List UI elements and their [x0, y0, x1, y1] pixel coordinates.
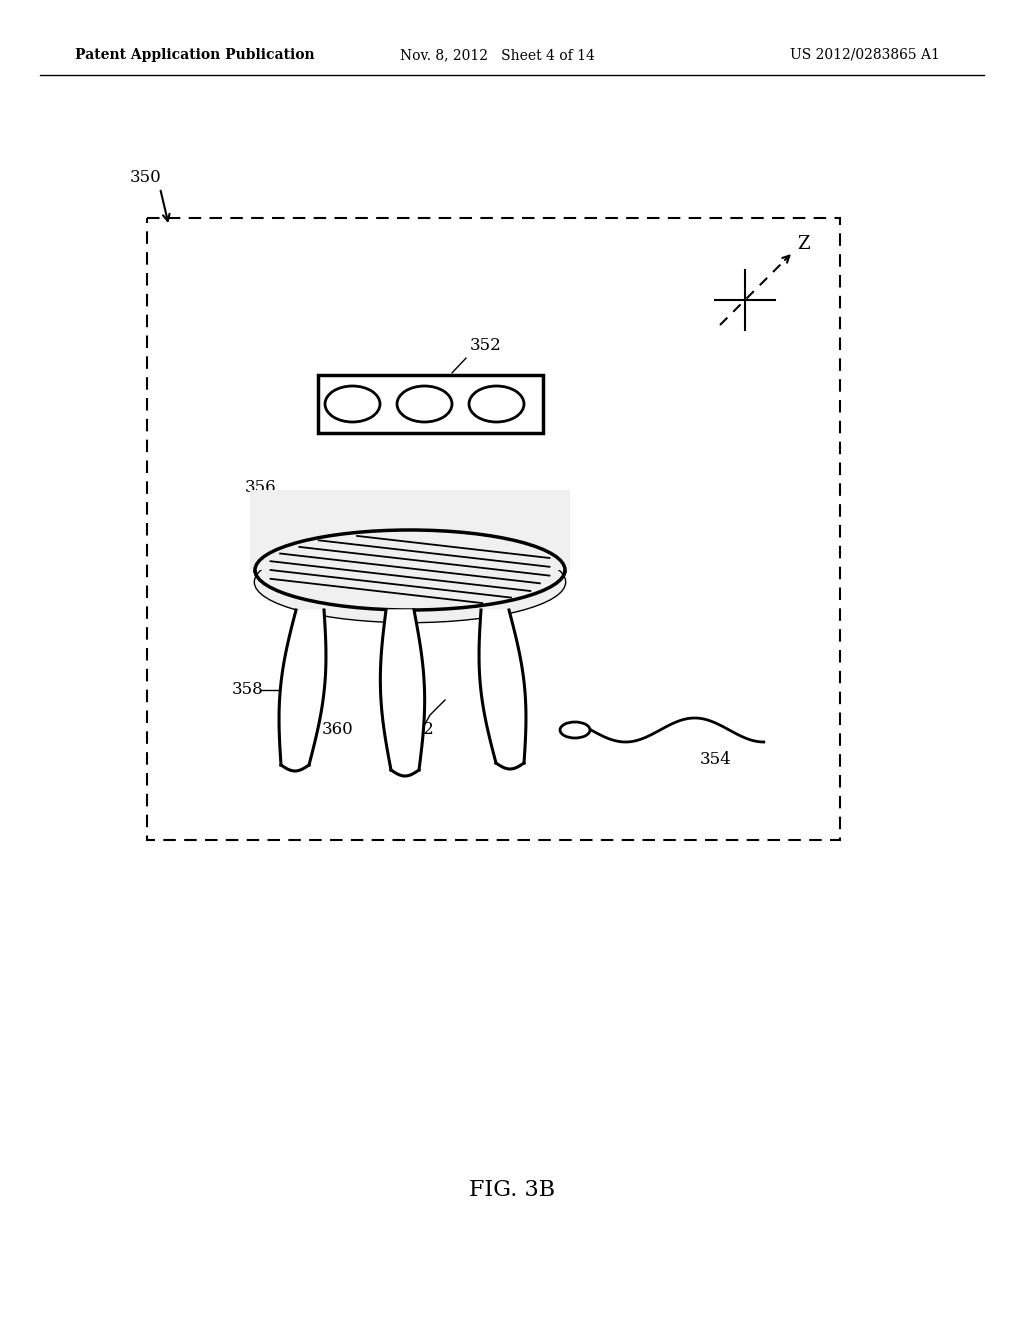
Text: 360: 360 [322, 722, 353, 738]
Text: 358: 358 [232, 681, 264, 698]
Text: 356: 356 [245, 479, 276, 496]
Text: Patent Application Publication: Patent Application Publication [75, 48, 314, 62]
Polygon shape [280, 610, 325, 766]
Ellipse shape [469, 385, 524, 422]
Text: US 2012/0283865 A1: US 2012/0283865 A1 [790, 48, 940, 62]
Text: 350: 350 [130, 169, 162, 186]
Text: FIG. 3B: FIG. 3B [469, 1179, 555, 1201]
Text: 352: 352 [470, 337, 502, 354]
Text: 362: 362 [403, 722, 435, 738]
Polygon shape [381, 610, 424, 770]
Ellipse shape [255, 543, 565, 622]
Text: Nov. 8, 2012   Sheet 4 of 14: Nov. 8, 2012 Sheet 4 of 14 [400, 48, 595, 62]
Polygon shape [480, 610, 525, 763]
Ellipse shape [397, 385, 452, 422]
Bar [147, 218, 840, 840]
Text: 354: 354 [700, 751, 732, 768]
Text: Z: Z [797, 235, 810, 253]
Ellipse shape [255, 531, 565, 610]
Bar [250, 490, 570, 570]
Bar [317, 375, 543, 433]
Ellipse shape [325, 385, 380, 422]
Ellipse shape [560, 722, 590, 738]
